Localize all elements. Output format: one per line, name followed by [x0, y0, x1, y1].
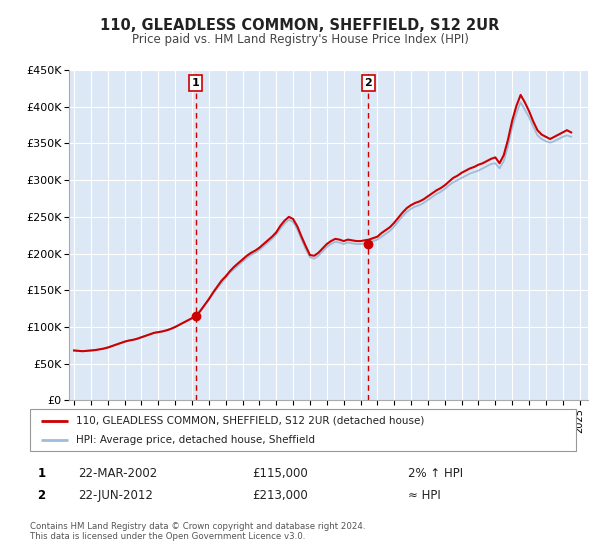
Text: 22-MAR-2002: 22-MAR-2002 — [78, 466, 157, 480]
FancyBboxPatch shape — [30, 409, 576, 451]
Text: Price paid vs. HM Land Registry's House Price Index (HPI): Price paid vs. HM Land Registry's House … — [131, 32, 469, 46]
Text: 2: 2 — [365, 78, 373, 88]
Text: £213,000: £213,000 — [252, 489, 308, 502]
Text: HPI: Average price, detached house, Sheffield: HPI: Average price, detached house, Shef… — [76, 435, 316, 445]
Text: This data is licensed under the Open Government Licence v3.0.: This data is licensed under the Open Gov… — [30, 532, 305, 541]
Text: ≈ HPI: ≈ HPI — [408, 489, 441, 502]
Text: 110, GLEADLESS COMMON, SHEFFIELD, S12 2UR: 110, GLEADLESS COMMON, SHEFFIELD, S12 2U… — [100, 18, 500, 32]
Text: 110, GLEADLESS COMMON, SHEFFIELD, S12 2UR (detached house): 110, GLEADLESS COMMON, SHEFFIELD, S12 2U… — [76, 416, 425, 426]
Text: Contains HM Land Registry data © Crown copyright and database right 2024.: Contains HM Land Registry data © Crown c… — [30, 522, 365, 531]
Text: 1: 1 — [37, 466, 46, 480]
Text: 2% ↑ HPI: 2% ↑ HPI — [408, 466, 463, 480]
Text: 1: 1 — [192, 78, 200, 88]
Text: £115,000: £115,000 — [252, 466, 308, 480]
Text: 2: 2 — [37, 489, 46, 502]
Text: 22-JUN-2012: 22-JUN-2012 — [78, 489, 153, 502]
